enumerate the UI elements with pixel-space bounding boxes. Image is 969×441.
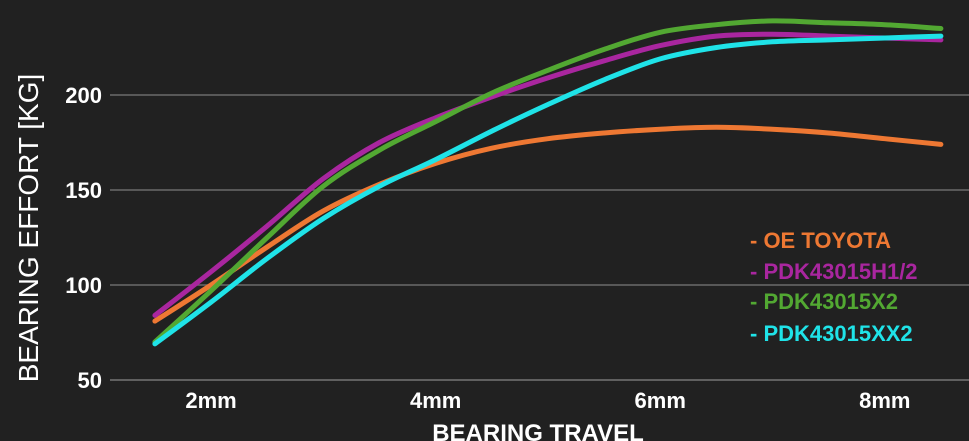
legend-item: - PDK43015XX2	[750, 321, 913, 346]
x-axis-title: BEARING TRAVEL	[432, 420, 644, 441]
x-tick-labels: 2mm 4mm 6mm 8mm	[185, 388, 910, 413]
grid-lines	[110, 94, 969, 381]
y-axis-title: BEARING EFFORT [KG]	[13, 74, 44, 383]
series-line-0	[152, 124, 944, 324]
y-tick-labels: 50 100 150 200	[65, 83, 102, 393]
y-tick-label: 200	[65, 83, 102, 108]
legend-item: - OE TOYOTA	[750, 228, 891, 253]
series-line-3	[152, 33, 944, 347]
x-tick-label: 8mm	[859, 388, 910, 413]
x-tick-label: 2mm	[185, 388, 236, 413]
series-line-2	[152, 18, 944, 345]
y-tick-label: 150	[65, 178, 102, 203]
legend-item: - PDK43015H1/2	[750, 259, 918, 284]
series-line-1	[152, 31, 944, 318]
series-lines	[152, 18, 944, 347]
x-tick-label: 4mm	[410, 388, 461, 413]
x-tick-label: 6mm	[635, 388, 686, 413]
legend-item: - PDK43015X2	[750, 289, 898, 314]
y-tick-label: 50	[78, 368, 102, 393]
y-tick-label: 100	[65, 273, 102, 298]
legend: - OE TOYOTA - PDK43015H1/2 - PDK43015X2 - P…	[750, 228, 918, 346]
